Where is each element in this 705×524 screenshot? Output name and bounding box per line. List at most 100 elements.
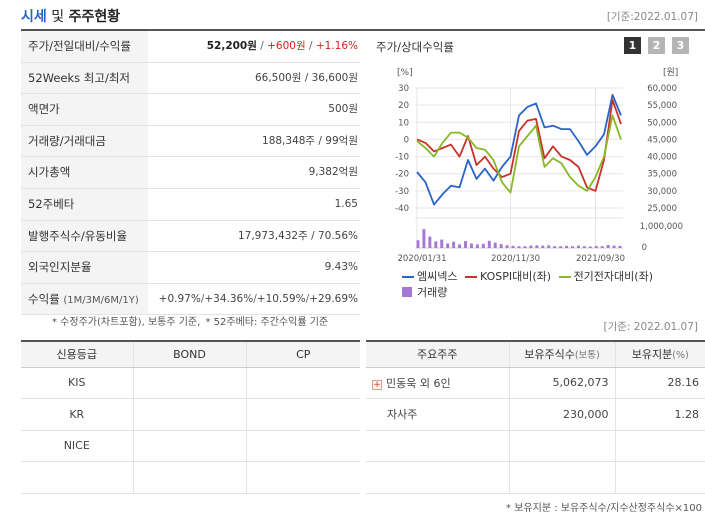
bond-rating [132,461,246,494]
volume-bar [440,239,444,248]
left-tick-label: 30 [398,84,409,94]
holder-shares: 5,062,073 [508,367,615,399]
title-mid: 및 [51,9,65,25]
volume-bar [517,246,521,248]
table-row: 자사주 230,000 1.28 [366,398,705,431]
volume-bar [541,245,545,248]
volume-bar [571,246,574,248]
period-button-1[interactable]: 1 [624,37,641,54]
right-tick-label: 50,000 [647,118,677,128]
legend-square-icon [402,287,412,297]
left-tick-label: -20 [395,170,409,180]
volume-bar [493,242,497,248]
volume-bar [511,245,515,248]
legend-line-icon [558,276,571,278]
cp-rating [245,461,360,494]
volume-bar [464,241,467,248]
holder-ratio: 1.28 [614,398,705,431]
volume-bar [547,245,551,248]
note-beta: * 52주베타: 주간수익률 기준 [205,317,329,328]
return-1m: +0.97% [158,292,201,305]
x-tick-label: 2020/11/30 [491,254,540,264]
col-header-unit: (%) [672,350,689,362]
legend-label: 거래량 [417,286,448,299]
legend-label: KOSPI대비(좌) [479,270,552,283]
left-axis-unit: [%] [397,68,413,78]
left-tick-label: 20 [398,101,409,111]
table-row: + 민동욱 외 6인 5,062,073 28.16 [366,367,705,399]
title-suffix: 주주현황 [68,9,121,25]
info-label: 수익률 (1M/3M/6M/1Y) [21,283,148,315]
agency-name: KIS [21,367,133,399]
table-row [21,461,360,494]
returns-label-sub: (1M/3M/6M/1Y) [63,294,139,306]
col-header: CP [245,340,360,368]
cp-rating [245,430,360,462]
cp-rating [245,398,360,431]
legend-item-stock: 엠씨넥스 [402,269,457,285]
bond-rating [132,398,246,431]
period-button-2[interactable]: 2 [648,37,665,54]
agency-name: KR [21,398,133,431]
info-label: 액면가 [21,94,148,125]
period-button-3[interactable]: 3 [672,37,689,54]
holder-name: 민동욱 외 6인 [386,376,451,390]
bond-rating [132,367,246,399]
right-tick-label: 40,000 [647,153,677,163]
right-tick-label: 35,000 [647,170,677,180]
info-row-shares: 발행주식수/유동비율 17,973,432주 / 70.56% [21,220,360,253]
col-header: 신용등급 [21,340,133,368]
holder-shares [508,430,615,462]
return-3m: +34.36% [204,292,254,305]
info-row-par-value: 액면가 500원 [21,94,360,126]
volume-bar [612,245,616,248]
expand-plus-icon[interactable]: + [372,379,382,390]
separator: / [305,40,316,52]
table-header-row: 신용등급 BOND CP [21,340,360,368]
right-tick-label: 25,000 [647,204,677,214]
title-prefix: 시세 [21,9,47,25]
col-header-ratio: 보유지분(%) [614,340,705,368]
volume-bar [475,244,479,248]
volume-bar [588,246,592,248]
volume-bar [416,240,420,248]
credit-rating-table: 신용등급 BOND CP KIS KR NICE [21,340,360,494]
volume-bar [600,246,604,248]
price-change-rate: +1.16% [315,40,358,52]
chart-title: 주가/상대수익률 [376,40,454,54]
holders-basis-date: [기준: 2022.01.07] [603,321,698,333]
info-value: 9,382억원 [308,166,358,179]
x-tick-label: 2021/09/30 [576,254,625,264]
info-notes: * 수정주가(차트포함), 보통주 기준, * 52주베타: 주간수익률 기준 [52,313,328,328]
info-label: 발행주식수/유동비율 [21,220,148,252]
return-1y: +29.69% [309,292,358,305]
volume-bar [594,245,598,248]
agency-name: NICE [21,430,133,462]
volume-bar [428,236,432,248]
separator: / [200,292,205,305]
info-row-returns: 수익률 (1M/3M/6M/1Y) +0.97%/+34.36%/+10.59%… [21,283,360,316]
volume-bar [434,241,438,248]
right-axis-unit: [원] [663,67,678,78]
col-header-label: 보유주식수 [524,348,575,362]
legend-item-sector: 전기전자대비(좌) [558,269,653,285]
col-header-unit: (보통) [574,350,600,362]
holder-name [366,461,509,494]
table-header-row: 주요주주 보유주식수(보통) 보유지분(%) [366,340,705,368]
volume-tick-label: 0 [642,243,647,253]
legend-label: 엠씨넥스 [417,270,458,283]
volume-bar [469,243,473,248]
return-6m: +10.59% [256,292,306,305]
page-title: 시세 및 주주현황 [21,6,120,26]
legend-label: 전기전자대비(좌) [573,270,653,283]
volume-bar [529,245,533,248]
info-row-volume: 거래량/거래대금 188,348주 / 99억원 [21,125,360,158]
volume-bar [553,246,557,248]
info-value-returns: +0.97%/+34.36%/+10.59%/+29.69% [159,284,358,315]
info-label: 외국인지분율 [21,252,148,283]
right-tick-label: 55,000 [647,101,677,111]
major-holders-table: 주요주주 보유주식수(보통) 보유지분(%) + 민동욱 외 6인 5,062,0… [366,340,705,494]
info-label: 주가/전일대비/수익률 [21,31,148,62]
volume-bars [416,229,622,248]
info-label: 시가총액 [21,157,148,188]
